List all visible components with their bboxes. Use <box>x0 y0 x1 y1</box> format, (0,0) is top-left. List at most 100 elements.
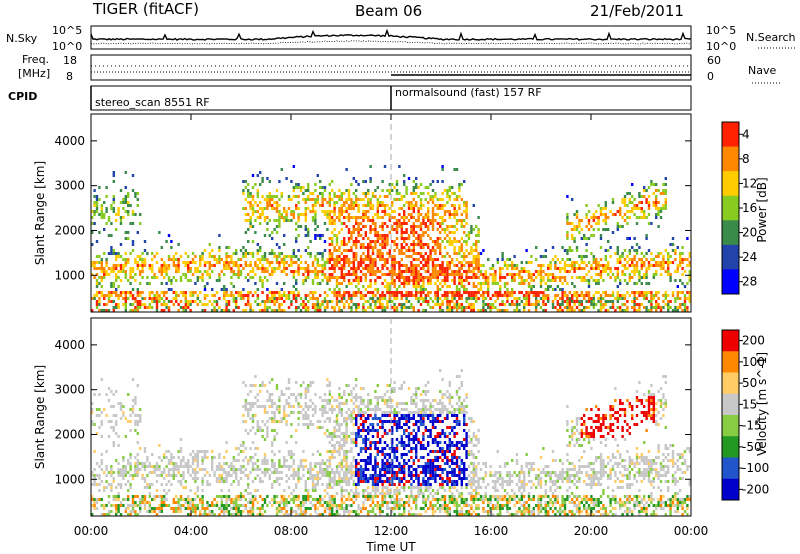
echo-cell <box>136 423 139 426</box>
echo-cell <box>122 504 125 507</box>
echo-cell <box>590 267 593 270</box>
echo-cell <box>460 243 463 246</box>
echo-cell <box>674 300 677 303</box>
echo-cell <box>340 192 343 195</box>
echo-cell <box>499 267 502 270</box>
echo-cell <box>98 426 101 429</box>
echo-cell <box>455 273 459 276</box>
echo-cell <box>460 213 463 216</box>
echo-cell <box>633 309 636 312</box>
echo-cell <box>278 204 281 207</box>
echo-cell <box>201 483 204 486</box>
echo-cell <box>333 261 336 264</box>
echo-cell <box>278 294 281 297</box>
echo-cell <box>319 237 322 240</box>
echo-cell <box>134 465 137 468</box>
echo-cell <box>119 270 123 273</box>
echo-cell <box>393 285 396 288</box>
echo-cell <box>657 303 660 306</box>
echo-cell <box>532 291 535 294</box>
echo-cell <box>391 255 394 258</box>
echo-cell <box>323 300 327 303</box>
echo-cell <box>338 249 341 252</box>
echo-cell <box>275 495 279 498</box>
echo-cell <box>268 300 271 303</box>
echo-cell <box>575 216 579 219</box>
echo-cell <box>134 261 137 264</box>
echo-cell <box>271 402 274 405</box>
echo-cell <box>328 501 331 504</box>
echo-cell <box>422 231 425 234</box>
echo-cell <box>122 411 125 414</box>
echo-cell <box>115 288 118 291</box>
echo-cell <box>681 261 684 264</box>
echo-cell <box>643 261 646 264</box>
echo-cell <box>134 300 137 303</box>
echo-cell <box>304 402 307 405</box>
echo-cell <box>383 237 387 240</box>
echo-cell <box>297 468 300 471</box>
echo-cell <box>100 420 103 423</box>
echo-cell <box>98 465 101 468</box>
echo-cell <box>309 405 312 408</box>
echo-cell <box>391 291 394 294</box>
echo-cell <box>369 180 372 183</box>
cpid-segment-1: stereo_scan 8551 RF <box>95 96 210 109</box>
echo-cell <box>563 294 567 297</box>
echo-cell <box>458 246 461 249</box>
echo-cell <box>112 480 115 483</box>
echo-cell <box>503 282 507 285</box>
echo-cell <box>494 291 497 294</box>
echo-cell <box>664 297 667 300</box>
echo-cell <box>122 405 125 408</box>
echo-cell <box>571 237 574 240</box>
echo-cell <box>112 444 115 447</box>
echo-cell <box>448 261 451 264</box>
echo-cell <box>542 300 545 303</box>
echo-cell <box>446 297 449 300</box>
echo-cell <box>638 306 641 309</box>
echo-cell <box>407 213 411 216</box>
echo-cell <box>422 258 425 261</box>
echo-cell <box>119 267 123 270</box>
echo-cell <box>328 198 331 201</box>
echo-cell <box>580 291 583 294</box>
echo-cell <box>573 225 576 228</box>
echo-cell <box>472 243 475 246</box>
echo-cell <box>165 264 168 267</box>
echo-cell <box>352 255 355 258</box>
echo-cell <box>393 294 396 297</box>
echo-cell <box>686 291 689 294</box>
echo-cell <box>131 507 135 510</box>
echo-cell <box>491 303 495 306</box>
echo-cell <box>299 462 303 465</box>
echo-cell <box>417 282 420 285</box>
echo-cell <box>201 303 204 306</box>
echo-cell <box>112 429 115 432</box>
echo-cell <box>535 303 538 306</box>
echo-cell <box>211 462 214 465</box>
echo-cell <box>211 468 214 471</box>
echo-cell <box>103 507 106 510</box>
echo-cell <box>419 213 423 216</box>
echo-cell <box>110 420 113 423</box>
echo-cell <box>477 282 480 285</box>
echo-cell <box>347 192 351 195</box>
echo-cell <box>587 285 591 288</box>
echo-cell <box>537 291 540 294</box>
echo-cell <box>439 249 442 252</box>
echo-cell <box>609 246 612 249</box>
echo-cell <box>383 264 387 267</box>
echo-cell <box>225 261 228 264</box>
echo-cell <box>158 468 161 471</box>
echo-cell <box>295 429 298 432</box>
echo-cell <box>676 285 679 288</box>
echo-cell <box>283 411 286 414</box>
echo-cell <box>472 228 475 231</box>
echo-cell <box>482 276 485 279</box>
echo-cell <box>256 288 259 291</box>
echo-cell <box>304 501 307 504</box>
echo-cell <box>448 306 451 309</box>
echo-cell <box>496 309 499 312</box>
echo-cell <box>283 309 286 312</box>
